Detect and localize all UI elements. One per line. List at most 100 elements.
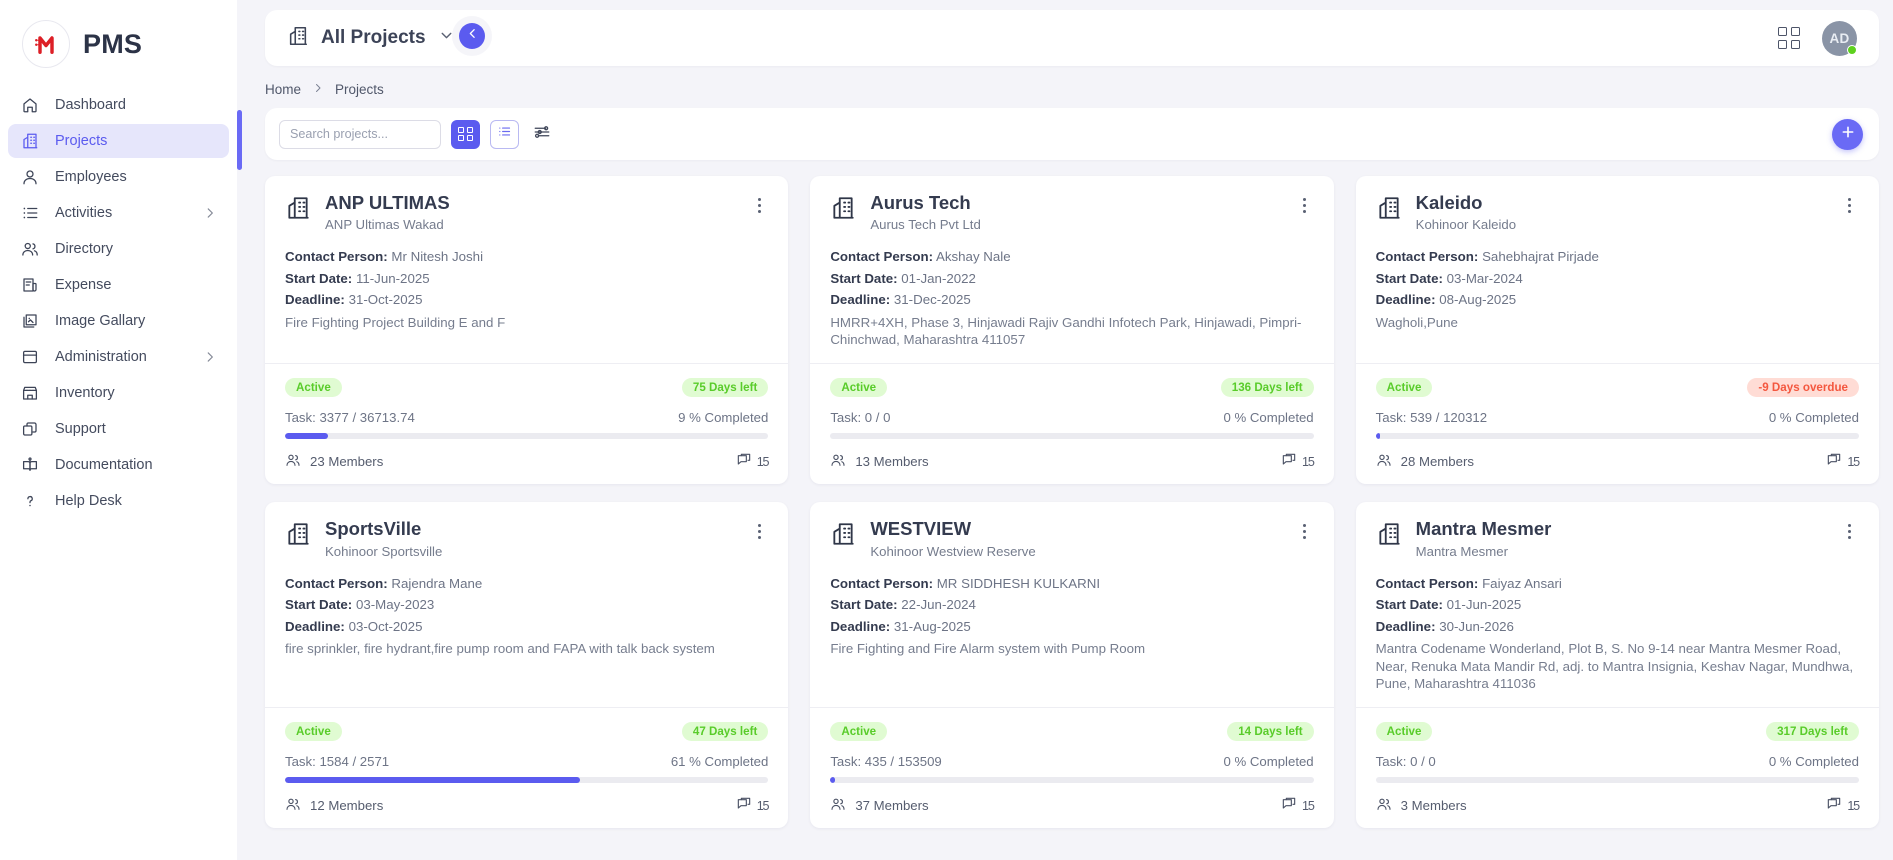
- project-card-2[interactable]: Aurus Tech Aurus Tech Pvt Ltd Contact Pe…: [810, 176, 1334, 485]
- more-vertical-icon[interactable]: [1841, 520, 1859, 542]
- project-name: ANP ULTIMAS: [325, 192, 450, 213]
- more-vertical-icon[interactable]: [1841, 194, 1859, 216]
- comments-count[interactable]: 15: [1281, 796, 1315, 815]
- task-count: Task: 539 / 120312: [1375, 410, 1488, 426]
- sidebar-item-inventory[interactable]: Inventory: [8, 376, 229, 410]
- breadcrumb: Home Projects: [265, 82, 1893, 97]
- breadcrumb-home[interactable]: Home: [265, 82, 302, 97]
- avatar[interactable]: AD: [1822, 20, 1857, 56]
- comments-number: 15: [1302, 798, 1315, 813]
- chevron-down-icon[interactable]: [438, 27, 455, 49]
- brand-name: PMS: [83, 28, 143, 59]
- avatar-initials[interactable]: AD: [1822, 20, 1857, 56]
- sidebar-item-dashboard[interactable]: Dashboard: [8, 88, 229, 122]
- completion-percent: 61 % Completed: [670, 754, 769, 770]
- comments-count[interactable]: 15: [1826, 796, 1860, 815]
- sidebar-collapse-button[interactable]: [459, 23, 485, 49]
- project-card-body: SportsVille Kohinoor Sportsville Contact…: [265, 502, 788, 671]
- project-card-1[interactable]: ANP ULTIMAS ANP Ultimas Wakad Contact Pe…: [265, 176, 789, 485]
- list-view-button[interactable]: [490, 119, 519, 149]
- topbar-left[interactable]: All Projects: [287, 25, 455, 52]
- members-count[interactable]: 3 Members: [1376, 796, 1467, 815]
- comments-number: 15: [756, 798, 770, 813]
- members-count[interactable]: 37 Members: [830, 796, 929, 815]
- members-count[interactable]: 28 Members: [1376, 452, 1474, 471]
- members-label: 37 Members: [855, 798, 929, 814]
- project-subtitle: ANP Ultimas Wakad: [325, 217, 444, 233]
- comment-icon: [1826, 796, 1842, 815]
- grid-apps-icon[interactable]: [1778, 27, 1800, 49]
- progress-bar-track: [285, 433, 769, 440]
- status-row: Active 75 Days left: [285, 377, 769, 398]
- members-count[interactable]: 13 Members: [830, 452, 929, 471]
- sidebar: PMS Dashboard Projects Employees: [0, 0, 237, 860]
- filter-button[interactable]: [531, 123, 553, 145]
- completion-percent: 0 % Completed: [1223, 410, 1314, 426]
- sidebar-item-employees[interactable]: Employees: [8, 160, 229, 194]
- sidebar-item-administration[interactable]: Administration: [8, 340, 229, 374]
- task-count: Task: 435 / 153509: [830, 754, 942, 770]
- members-row: 13 Members 15: [830, 452, 1315, 471]
- project-card-footer: Active 47 Days left Task: 1584 / 2571 61…: [265, 706, 789, 829]
- members-count[interactable]: 23 Members: [285, 452, 383, 471]
- building-icon: [285, 521, 311, 547]
- sidebar-item-directory[interactable]: Directory: [8, 232, 229, 266]
- project-description: Fire Fighting Project Building E and F: [285, 314, 506, 330]
- search-input[interactable]: [279, 119, 441, 149]
- project-card-3[interactable]: Kaleido Kohinoor Kaleido Contact Person:…: [1355, 176, 1879, 485]
- more-vertical-icon[interactable]: [1296, 520, 1314, 542]
- scroll-indicator[interactable]: [237, 110, 242, 170]
- topbar-right: AD: [1778, 20, 1857, 56]
- question-icon: [20, 491, 40, 511]
- deadline-line: Deadline: 31-Dec-2025: [830, 292, 971, 308]
- project-meta: Contact Person: Akshay Nale Start Date: …: [830, 246, 1313, 349]
- copy-icon: [20, 419, 40, 439]
- page-title: All Projects: [321, 27, 426, 48]
- days-badge: -9 Days overdue: [1747, 377, 1859, 398]
- comments-count[interactable]: 15: [736, 796, 769, 815]
- project-card-titles: Kaleido Kohinoor Kaleido: [1416, 192, 1827, 232]
- breadcrumb-projects[interactable]: Projects: [335, 82, 384, 97]
- project-card-footer: Active 317 Days left Task: 0 / 0 0 % Com…: [1355, 706, 1879, 829]
- list-view-icon: [497, 124, 512, 144]
- members-row: 12 Members 15: [285, 796, 769, 815]
- comments-count[interactable]: 15: [1826, 452, 1860, 471]
- chevron-right-icon: [312, 82, 324, 97]
- project-card-6[interactable]: Mantra Mesmer Mantra Mesmer Contact Pers…: [1355, 502, 1879, 829]
- user-icon: [20, 167, 40, 187]
- sidebar-item-label: Expense: [55, 277, 112, 293]
- sidebar-item-projects[interactable]: Projects: [8, 124, 229, 158]
- comments-count[interactable]: 15: [1281, 452, 1315, 471]
- book-icon: [20, 455, 40, 475]
- window-icon: [20, 347, 40, 367]
- sidebar-item-expense[interactable]: Expense: [8, 268, 229, 302]
- task-row: Task: 0 / 0 0 % Completed: [830, 410, 1313, 425]
- project-card-5[interactable]: WESTVIEW Kohinoor Westview Reserve Conta…: [810, 502, 1334, 829]
- project-card-body: Kaleido Kohinoor Kaleido Contact Person:…: [1356, 176, 1879, 345]
- sidebar-item-label: Employees: [55, 169, 127, 185]
- completion-percent: 0 % Completed: [1768, 410, 1859, 426]
- more-vertical-icon[interactable]: [750, 520, 768, 542]
- members-label: 12 Members: [310, 798, 384, 814]
- users-icon: [830, 796, 846, 815]
- more-vertical-icon[interactable]: [1296, 194, 1314, 216]
- sidebar-item-documentation[interactable]: Documentation: [8, 448, 229, 482]
- add-project-button[interactable]: [1832, 118, 1863, 150]
- sidebar-item-activities[interactable]: Activities: [8, 196, 229, 230]
- grid-view-button[interactable]: [451, 119, 480, 149]
- members-count[interactable]: 12 Members: [285, 796, 383, 815]
- brand[interactable]: PMS: [0, 8, 237, 82]
- sidebar-item-help-desk[interactable]: Help Desk: [8, 484, 229, 518]
- chevron-left-icon: [466, 27, 479, 45]
- status-badge: Active: [285, 721, 342, 742]
- more-vertical-icon[interactable]: [750, 194, 768, 216]
- project-description: Mantra Codename Wonderland, Plot B, S. N…: [1375, 641, 1854, 692]
- members-label: 3 Members: [1400, 798, 1467, 814]
- sidebar-item-image-gallary[interactable]: Image Gallary: [8, 304, 229, 338]
- members-row: 37 Members 15: [830, 796, 1315, 815]
- status-badge: Active: [1375, 721, 1433, 742]
- users-icon: [20, 239, 40, 259]
- sidebar-item-support[interactable]: Support: [8, 412, 229, 446]
- comments-count[interactable]: 15: [736, 452, 769, 471]
- project-card-4[interactable]: SportsVille Kohinoor Sportsville Contact…: [265, 502, 789, 829]
